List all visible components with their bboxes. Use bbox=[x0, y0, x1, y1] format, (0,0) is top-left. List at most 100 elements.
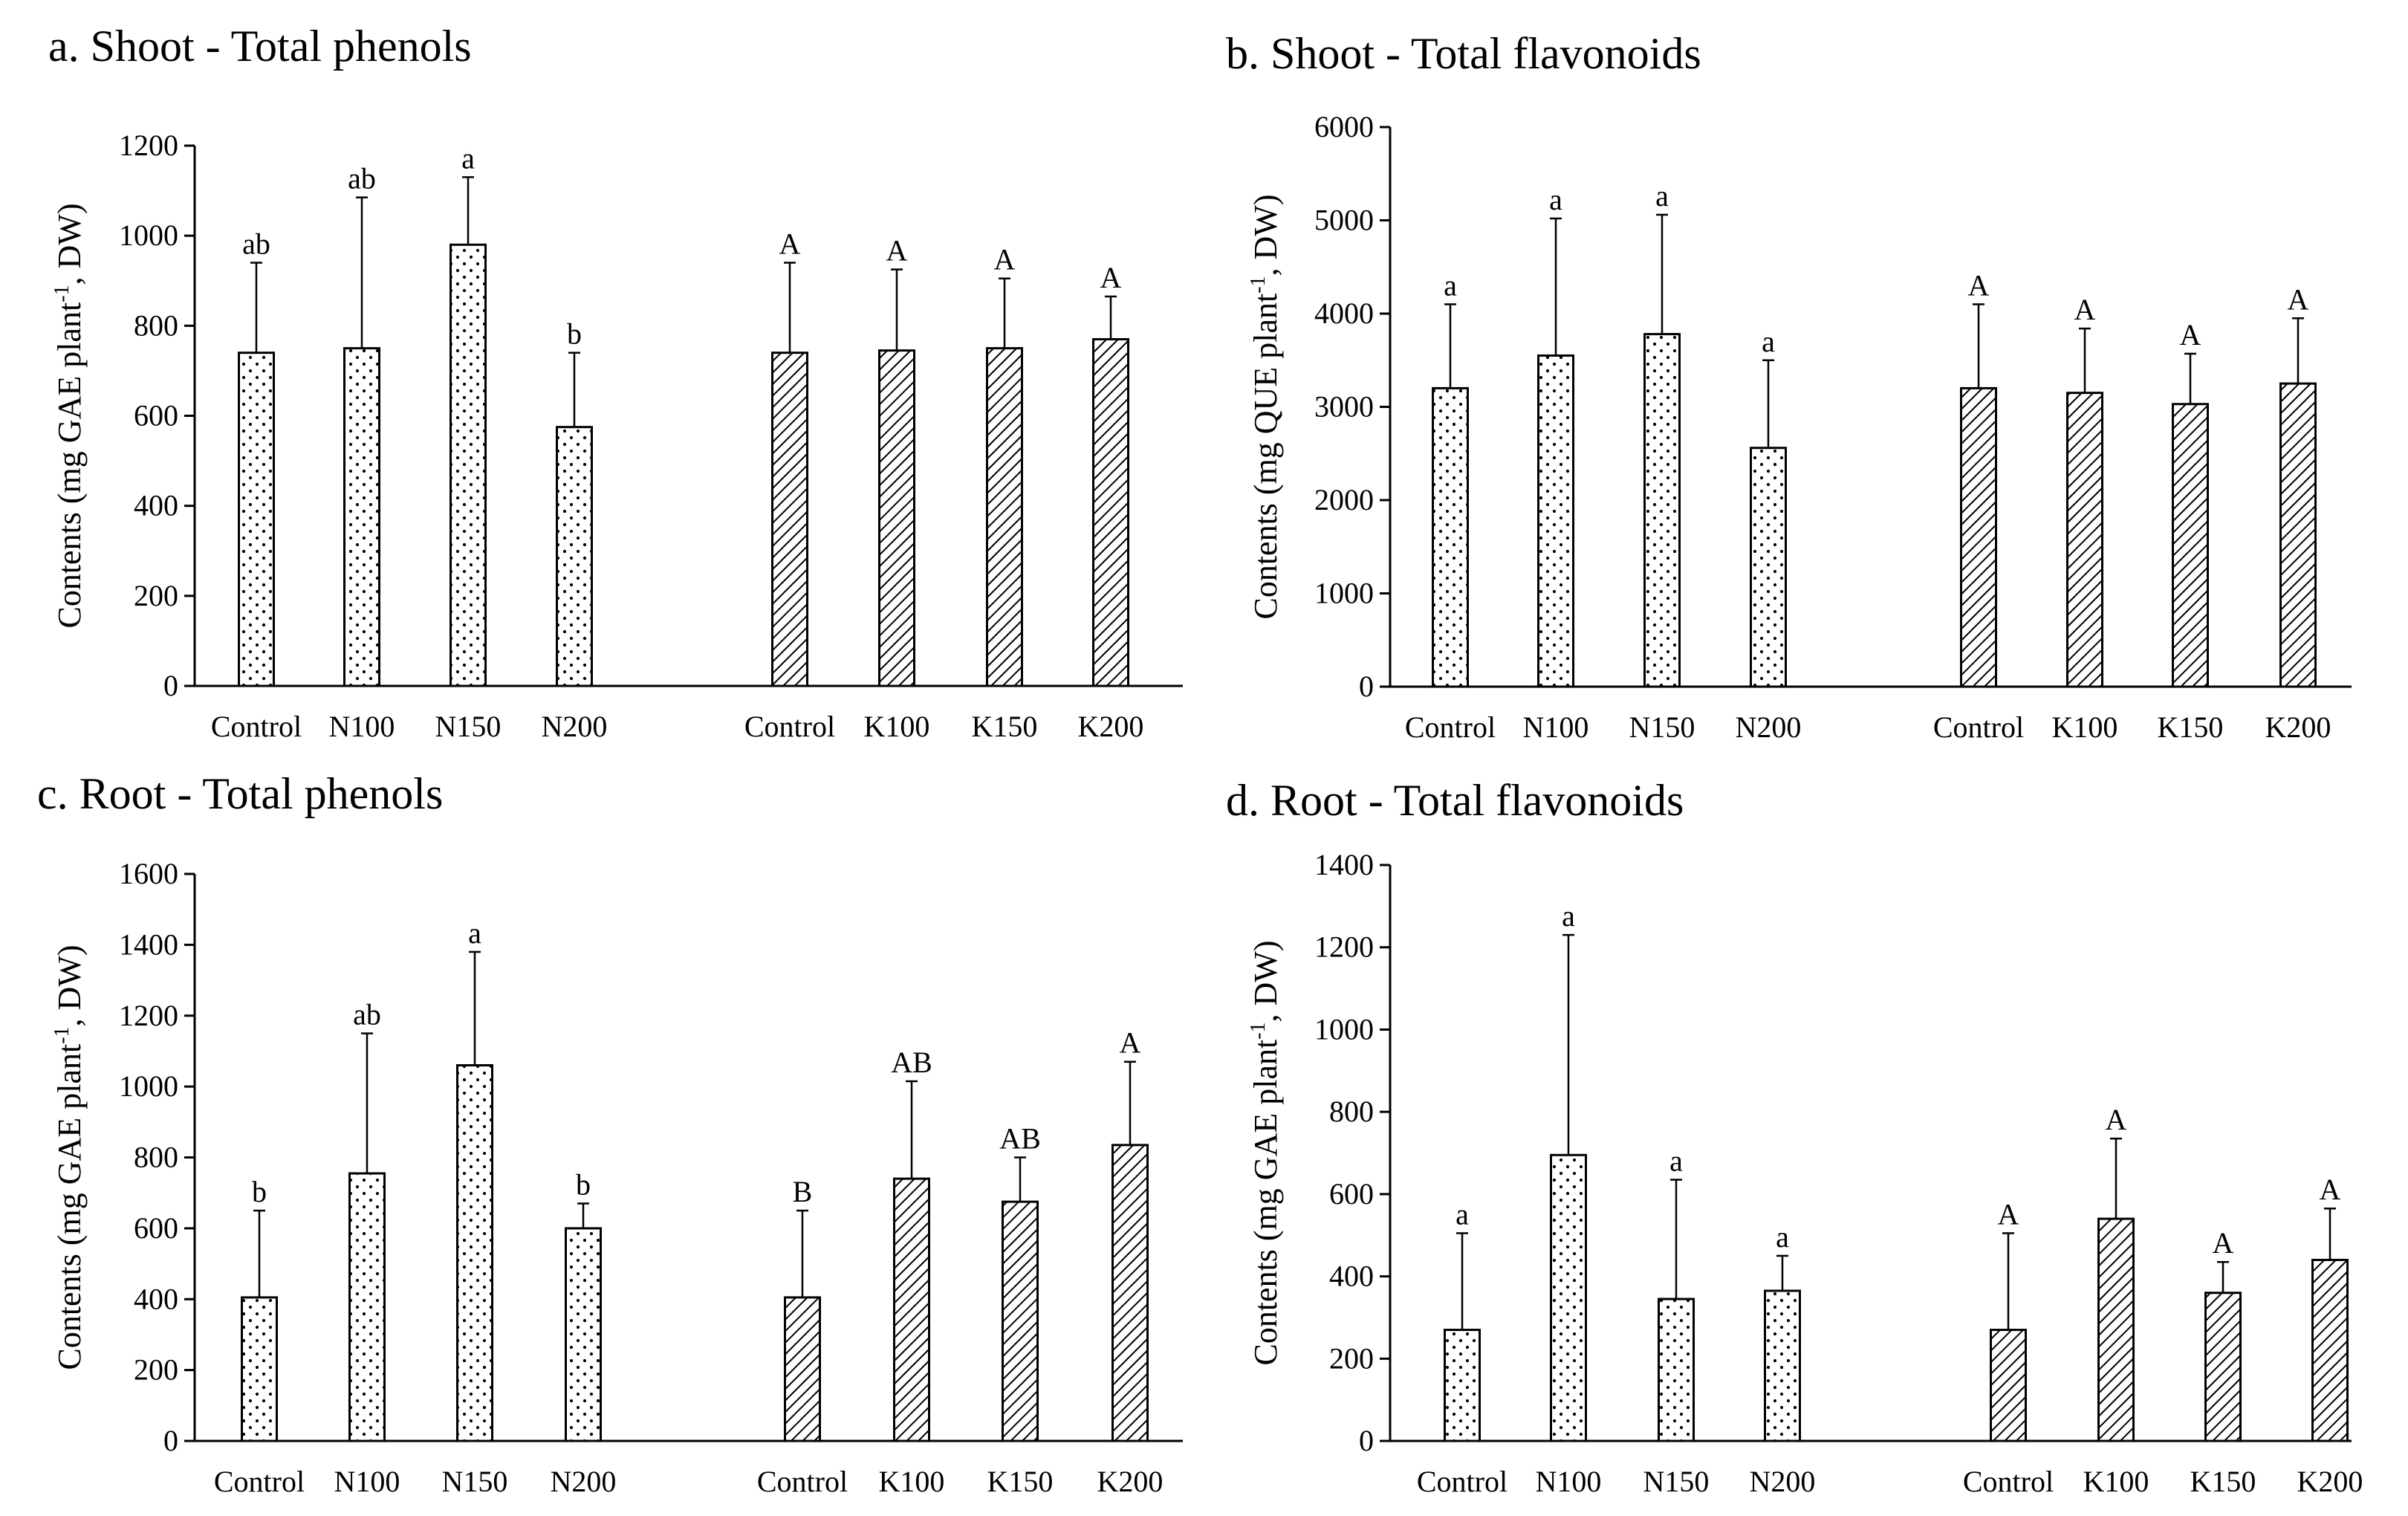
x-tick-label: K200 bbox=[2297, 1465, 2363, 1498]
x-tick-label: Control bbox=[1405, 710, 1496, 744]
significance-letter: A bbox=[886, 234, 908, 268]
x-tick-label: N100 bbox=[334, 1465, 400, 1498]
x-tick-label: K150 bbox=[972, 710, 1038, 743]
bar-k100-k bbox=[2066, 392, 2103, 688]
y-tick-label: 1200 bbox=[119, 129, 178, 162]
bar-k200-k bbox=[2311, 1258, 2349, 1442]
y-tick-label: 200 bbox=[134, 1353, 178, 1387]
x-tick-label: N150 bbox=[435, 710, 502, 743]
significance-letter: B bbox=[793, 1175, 813, 1208]
bar-control-k bbox=[784, 1296, 821, 1442]
significance-letter: a bbox=[461, 141, 475, 175]
x-tick-label: N200 bbox=[551, 1465, 617, 1498]
x-tick-label: Control bbox=[211, 710, 302, 743]
significance-letter: A bbox=[1998, 1197, 2019, 1231]
y-tick-label: 5000 bbox=[1314, 204, 1374, 237]
panel-title: b. Shoot - Total flavonoids bbox=[1226, 29, 1701, 78]
y-tick-label: 1200 bbox=[1314, 930, 1374, 964]
y-tick-label: 1400 bbox=[1314, 848, 1374, 881]
significance-letter: ab bbox=[348, 162, 376, 195]
significance-letter: a bbox=[1444, 268, 1457, 302]
significance-letter: b bbox=[576, 1167, 591, 1201]
y-tick-label: 0 bbox=[1359, 670, 1374, 703]
y-tick-label: 200 bbox=[1329, 1341, 1374, 1375]
y-tick-label: 600 bbox=[134, 399, 178, 433]
x-tick-label: K100 bbox=[2083, 1465, 2149, 1498]
y-tick-label: 1600 bbox=[119, 857, 178, 890]
significance-letter: ab bbox=[353, 998, 381, 1031]
x-tick-label: N150 bbox=[1643, 1465, 1710, 1498]
y-axis-label: Contents (mg GAE plant-1, DW) bbox=[1247, 940, 1284, 1365]
x-tick-label: K150 bbox=[987, 1465, 1054, 1498]
significance-letter: a bbox=[1776, 1220, 1789, 1254]
bar-n100-n bbox=[343, 347, 380, 687]
y-tick-label: 1400 bbox=[119, 927, 178, 961]
x-tick-label: N200 bbox=[1750, 1465, 1816, 1498]
significance-letter: A bbox=[2180, 318, 2201, 352]
significance-letter: a bbox=[1669, 1144, 1683, 1177]
significance-letter: A bbox=[994, 243, 1016, 276]
x-tick-label: N150 bbox=[1629, 710, 1695, 744]
bar-n100-n bbox=[1550, 1153, 1587, 1442]
x-tick-label: Control bbox=[757, 1465, 848, 1498]
significance-letter: a bbox=[1562, 899, 1575, 933]
significance-letter: A bbox=[1100, 261, 1122, 294]
x-tick-label: Control bbox=[214, 1465, 305, 1498]
panel-a: a. Shoot - Total phenols Contents (mg GAE… bbox=[48, 22, 1183, 743]
bar-control-n bbox=[1444, 1329, 1481, 1442]
bar-n150-n bbox=[456, 1064, 493, 1442]
bar-n200-n bbox=[1750, 447, 1787, 688]
y-tick-label: 800 bbox=[1329, 1095, 1374, 1128]
x-tick-label: N200 bbox=[542, 710, 608, 743]
y-tick-label: 4000 bbox=[1314, 297, 1374, 330]
bar-k200-k bbox=[1111, 1144, 1149, 1442]
bar-control-n bbox=[241, 1296, 278, 1442]
bar-k150-k bbox=[2204, 1292, 2242, 1442]
y-tick-label: 2000 bbox=[1314, 483, 1374, 516]
y-tick-label: 6000 bbox=[1314, 110, 1374, 143]
x-tick-label: K100 bbox=[879, 1465, 945, 1498]
panel-d: d. Root - Total flavonoids Contents (mg G… bbox=[1226, 776, 2363, 1498]
panel-title: c. Root - Total phenols bbox=[37, 769, 443, 818]
bar-k200-k bbox=[1092, 338, 1129, 687]
significance-letter: A bbox=[1968, 268, 1990, 302]
significance-letter: b bbox=[567, 317, 582, 351]
x-tick-label: N100 bbox=[1523, 710, 1589, 744]
y-tick-label: 1000 bbox=[1314, 1012, 1374, 1046]
y-axis-label: Contents (mg QUE plant-1, DW) bbox=[1247, 194, 1284, 619]
bar-k100-k bbox=[878, 349, 915, 687]
y-tick-label: 800 bbox=[134, 1141, 178, 1174]
y-tick-label: 0 bbox=[163, 1424, 178, 1457]
significance-letter: a bbox=[1455, 1197, 1469, 1231]
x-tick-label: K150 bbox=[2158, 710, 2224, 744]
significance-letter: A bbox=[2288, 282, 2309, 316]
y-tick-label: 1200 bbox=[119, 999, 178, 1032]
bar-n150-n bbox=[1643, 333, 1681, 688]
y-tick-label: 800 bbox=[134, 308, 178, 342]
significance-letter: A bbox=[2106, 1103, 2127, 1136]
bar-n150-n bbox=[450, 243, 487, 687]
bar-n200-n bbox=[1764, 1289, 1801, 1442]
x-tick-label: N100 bbox=[1536, 1465, 1602, 1498]
significance-letter: A bbox=[2213, 1226, 2234, 1260]
significance-letter: AB bbox=[891, 1046, 932, 1079]
bar-control-k bbox=[1990, 1329, 2027, 1442]
y-tick-label: 200 bbox=[134, 579, 178, 612]
bar-control-n bbox=[1432, 386, 1469, 688]
bar-n100-n bbox=[1537, 354, 1574, 688]
bar-k150-k bbox=[2172, 403, 2209, 688]
significance-letter: A bbox=[2320, 1173, 2341, 1206]
bar-k100-k bbox=[2097, 1217, 2135, 1442]
significance-letter: AB bbox=[999, 1122, 1041, 1156]
y-tick-label: 0 bbox=[1359, 1424, 1374, 1457]
significance-letter: A bbox=[2074, 293, 2096, 326]
x-tick-label: Control bbox=[1933, 710, 2024, 744]
x-tick-label: N100 bbox=[329, 710, 395, 743]
y-tick-label: 0 bbox=[163, 669, 178, 702]
x-tick-label: N150 bbox=[442, 1465, 508, 1498]
x-tick-label: K100 bbox=[864, 710, 930, 743]
panel-title: d. Root - Total flavonoids bbox=[1226, 776, 1684, 825]
significance-letter: A bbox=[1120, 1026, 1141, 1060]
x-tick-label: K150 bbox=[2190, 1465, 2256, 1498]
